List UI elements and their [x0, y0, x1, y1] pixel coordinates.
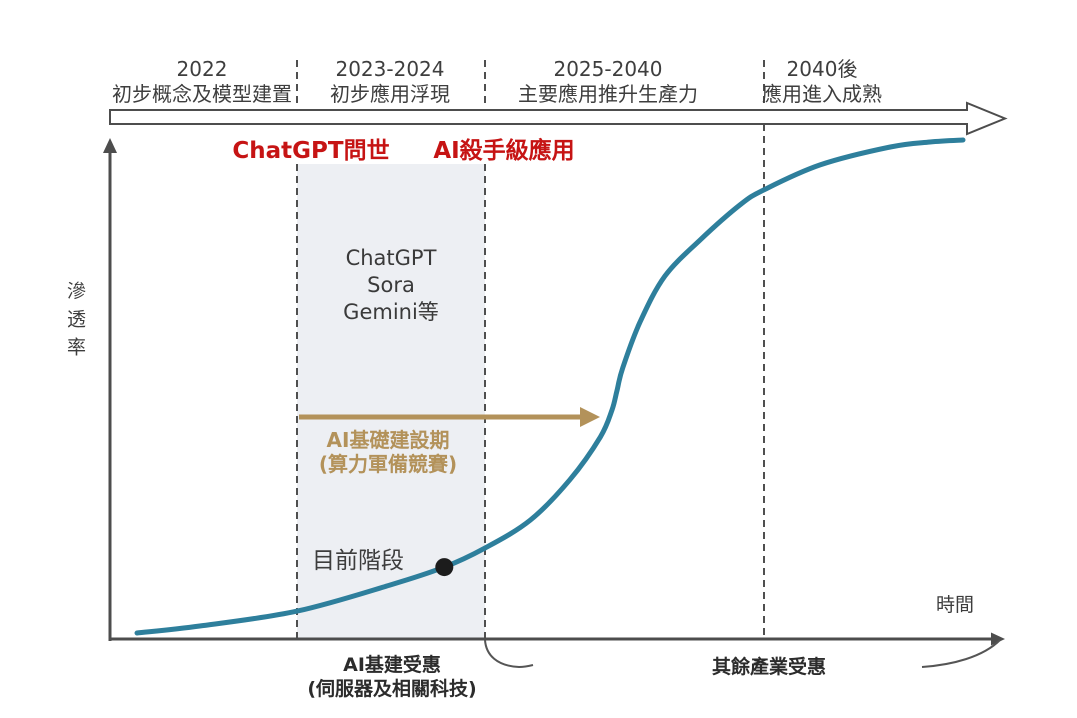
infra-arrow-head	[580, 407, 600, 427]
phase-3-description: 主要應用推升生產力	[518, 82, 698, 106]
phase-3-period: 2025-2040	[553, 57, 663, 81]
benefit-label-infra: AI基建受惠 (伺服器及相關科技)	[307, 653, 476, 701]
x-axis-arrowhead	[991, 632, 1005, 646]
benefit-infra-line-2: (伺服器及相關科技)	[307, 678, 477, 700]
current-stage-dot	[435, 558, 454, 577]
phase-label-2: 2023-2024 初步應用浮現	[330, 57, 450, 107]
phase-label-4: 2040後 應用進入成熟	[762, 57, 882, 107]
phase-label-1: 2022 初步概念及模型建置	[112, 57, 292, 107]
infra-period-line-1: AI基礎建設期	[326, 428, 450, 452]
phase-label-3: 2025-2040 主要應用推升生產力	[518, 57, 698, 107]
y-axis-arrowhead	[103, 138, 117, 153]
highlight-band	[297, 164, 485, 639]
brace-right	[921, 639, 1001, 668]
x-axis-label: 時間	[936, 594, 975, 616]
infra-period-label: AI基礎建設期 (算力軍備競賽)	[319, 428, 457, 476]
y-axis-label: 滲透率	[64, 281, 86, 365]
current-stage-label: 目前階段	[312, 548, 404, 574]
benefit-infra-line-1: AI基建受惠	[343, 654, 441, 676]
event-label-chatgpt-launch: ChatGPT問世	[232, 138, 390, 164]
event-label-killer-app: AI殺手級應用	[433, 138, 575, 164]
benefit-label-other: 其餘產業受惠	[711, 656, 827, 678]
examples-label: ChatGPT Sora Gemini等	[343, 245, 439, 326]
examples-line-3: Gemini等	[343, 300, 439, 324]
phase-1-description: 初步概念及模型建置	[112, 82, 292, 106]
s-curve	[134, 137, 966, 636]
brace-left	[484, 639, 534, 669]
timeline-arrow	[109, 101, 1008, 136]
infra-period-line-2: (算力軍備競賽)	[318, 452, 458, 476]
phase-1-period: 2022	[176, 57, 228, 81]
phase-4-description: 應用進入成熟	[762, 82, 882, 106]
phase-2-description: 初步應用浮現	[330, 82, 450, 106]
phase-2-period: 2023-2024	[335, 57, 445, 81]
examples-line-1: ChatGPT	[345, 246, 437, 270]
phase-4-period: 2040後	[786, 57, 858, 81]
examples-line-2: Sora	[367, 273, 415, 297]
